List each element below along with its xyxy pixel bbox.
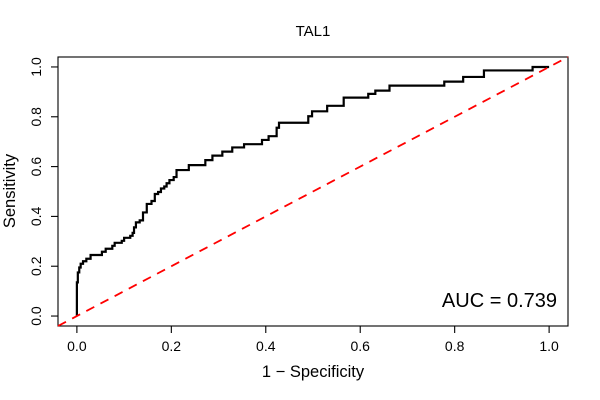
y-tick-label: 0.8 [28,107,44,127]
chance-diagonal-line [57,56,569,327]
y-tick-label: 1.0 [28,57,44,77]
x-tick-label: 0.8 [445,338,465,354]
y-tick-label: 0.2 [28,256,44,276]
x-axis-label: 1 − Specificity [262,363,365,381]
x-tick-label: 1.0 [539,338,559,354]
y-tick-label: 0.4 [28,206,44,226]
x-axis-ticks: 0.0 0.2 0.4 0.6 0.8 1.0 [67,326,559,354]
x-tick-label: 0.4 [256,338,276,354]
x-tick-label: 0.0 [67,338,87,354]
x-tick-label: 0.2 [162,338,182,354]
chart-title: TAL1 [296,23,331,40]
x-tick-label: 0.6 [350,338,370,354]
auc-annotation: AUC = 0.739 [442,290,557,312]
y-tick-label: 0.0 [28,306,44,326]
y-axis-label: Sensitivity [1,153,19,228]
y-axis-ticks: 0.0 0.2 0.4 0.6 0.8 1.0 [28,57,58,326]
y-tick-label: 0.6 [28,157,44,177]
series-lines [57,56,569,327]
roc-curve-line [75,65,550,317]
plot-box [57,56,569,327]
